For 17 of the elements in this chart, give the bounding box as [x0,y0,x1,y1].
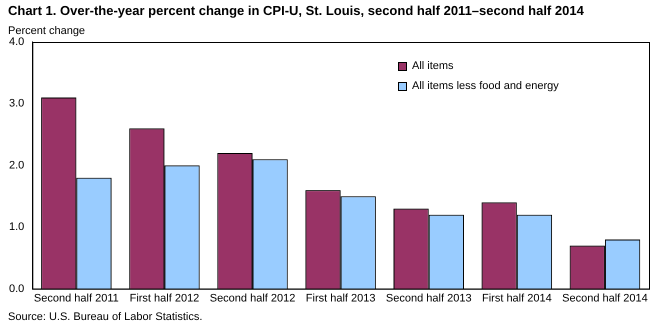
x-tick-label: Second half 2013 [386,292,472,304]
legend-label: All items less food and energy [412,80,559,92]
x-tick-label: First half 2014 [482,292,552,304]
x-tick-label: First half 2013 [306,292,376,304]
x-tick-label: First half 2012 [130,292,200,304]
y-tick-label: 2.0 [8,159,24,172]
x-tick-label: Second half 2014 [562,292,648,304]
y-tick-label: 3.0 [8,98,24,110]
source-note: Source: U.S. Bureau of Labor Statistics. [8,311,202,323]
y-tick-label: 0.0 [8,282,24,295]
y-tick-label: 1.0 [8,221,24,234]
legend-label: All items [412,60,454,72]
y-axis-title: Percent change [8,25,86,37]
y-tick-label: 4.0 [8,36,24,48]
x-tick-label: Second half 2012 [210,292,296,304]
chart-title: Chart 1. Over-the-year percent change in CPI-U, St. Louis, second half 2011–second half 2014 [8,3,584,18]
x-tick-label: Second half 2011 [34,292,119,304]
